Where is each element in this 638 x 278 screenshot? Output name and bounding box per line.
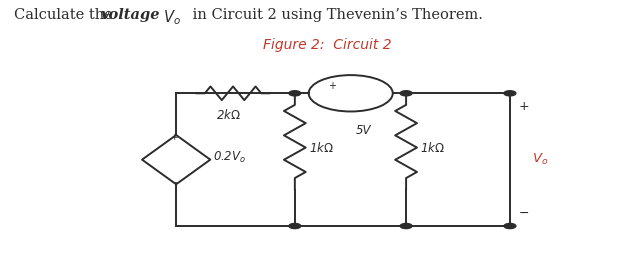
- Circle shape: [289, 91, 300, 96]
- Text: +: +: [519, 100, 530, 113]
- Circle shape: [400, 91, 412, 96]
- Circle shape: [504, 224, 516, 229]
- Text: Calculate the: Calculate the: [14, 8, 117, 22]
- Text: voltage: voltage: [101, 8, 160, 22]
- Text: 5V: 5V: [355, 124, 371, 137]
- Circle shape: [289, 224, 300, 229]
- Text: +: +: [170, 133, 177, 142]
- Text: in Circuit 2 using Thevenin’s Theorem.: in Circuit 2 using Thevenin’s Theorem.: [188, 8, 483, 22]
- Text: 1k$\Omega$: 1k$\Omega$: [309, 141, 334, 155]
- Text: 1k$\Omega$: 1k$\Omega$: [420, 141, 445, 155]
- Circle shape: [400, 224, 412, 229]
- Text: Figure 2:  Circuit 2: Figure 2: Circuit 2: [263, 38, 391, 52]
- Text: $\,V_o$: $\,V_o$: [161, 8, 182, 27]
- Text: $V_o$: $V_o$: [532, 152, 549, 167]
- Text: 2k$\Omega$: 2k$\Omega$: [216, 108, 241, 122]
- Text: +: +: [328, 81, 336, 91]
- Text: 0.2$V_o$: 0.2$V_o$: [213, 150, 246, 165]
- Circle shape: [504, 91, 516, 96]
- Text: −: −: [519, 207, 530, 220]
- Text: −: −: [170, 177, 177, 186]
